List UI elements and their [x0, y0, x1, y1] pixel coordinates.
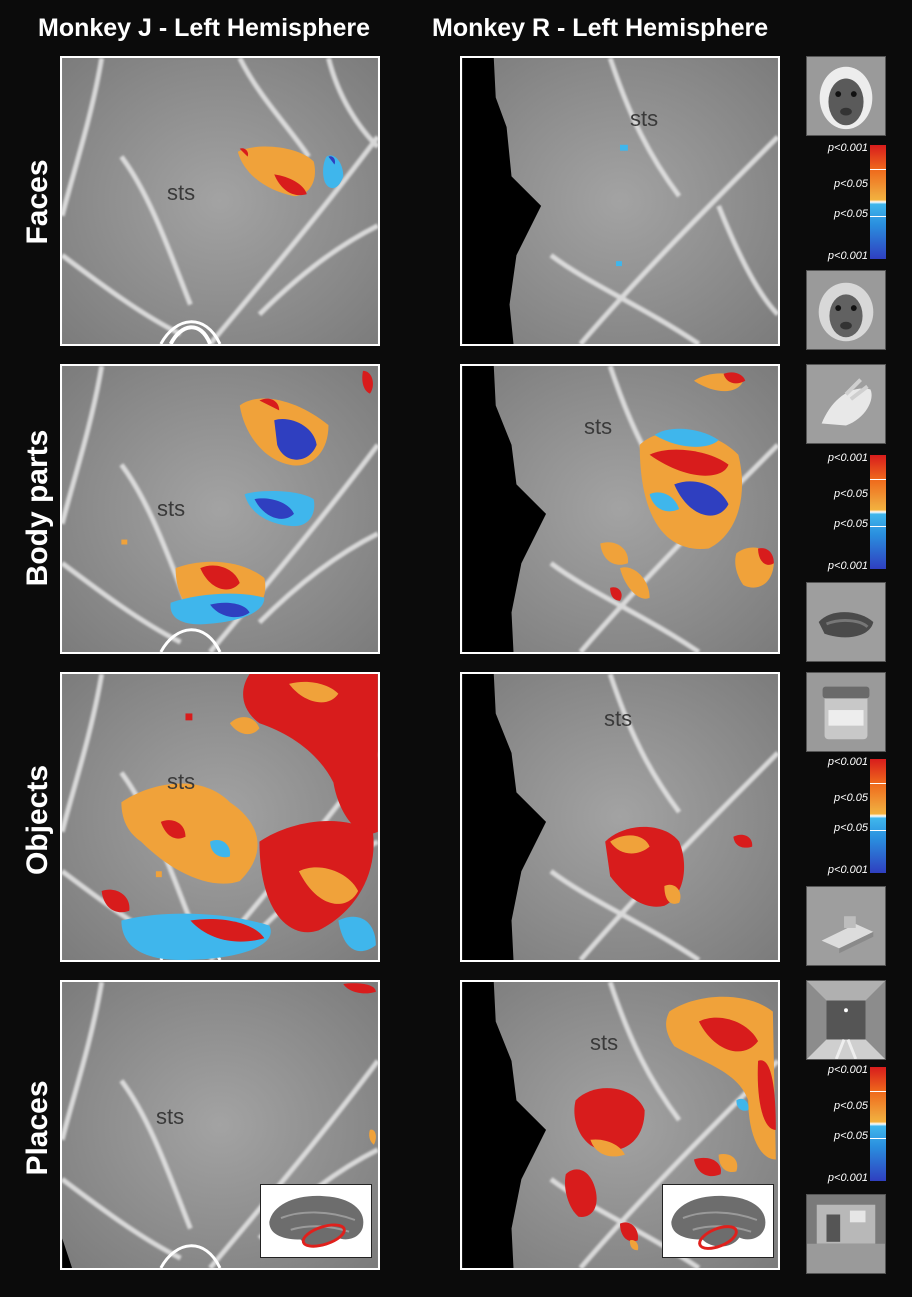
stimulus-objects-bottom [806, 886, 886, 966]
panel-faces-monkey-r: sts [460, 56, 780, 346]
sts-label: sts [156, 1104, 185, 1129]
colorbar-label-upper-mid: p<0.05 [834, 792, 868, 804]
colorbar-label-bottom: p<0.001 [827, 560, 868, 572]
panel-body-parts-monkey-j: sts [60, 364, 380, 654]
colorbar-body: p<0.001 p<0.05 p<0.05 p<0.001 [806, 452, 886, 572]
monkey-face-icon [807, 271, 885, 349]
row-label-places: Places [21, 1080, 54, 1176]
column-title-monkey-r: Monkey R - Left Hemisphere [432, 14, 769, 42]
stimulus-body-bottom [806, 582, 886, 662]
colorbar-label-upper-mid: p<0.05 [834, 488, 868, 500]
colorbar-label-bottom: p<0.001 [827, 864, 868, 876]
panel-faces-monkey-j: sts [60, 56, 380, 346]
colorbar-label-upper-mid: p<0.05 [834, 178, 868, 190]
monkey-face-icon [807, 57, 885, 135]
sts-label: sts [167, 180, 196, 205]
panel-body-parts-monkey-r: sts [460, 364, 780, 654]
colorbar-label-top: p<0.001 [827, 142, 868, 154]
panel-places-monkey-r: sts [460, 980, 780, 1270]
colorbar-places: p<0.001 p<0.05 p<0.05 p<0.001 [806, 1064, 886, 1184]
brain-map-body-r [462, 366, 778, 652]
panel-objects-monkey-r: sts [460, 672, 780, 962]
stimulus-places-bottom [806, 1194, 886, 1274]
sts-label: sts [630, 106, 659, 131]
colorbar-label-lower-mid: p<0.05 [834, 1130, 868, 1142]
colorbar-gradient [870, 1067, 886, 1181]
stimulus-faces-bottom [806, 270, 886, 350]
colorbar-label-lower-mid: p<0.05 [834, 208, 868, 220]
stimulus-places-top [806, 980, 886, 1060]
colorbar-label-lower-mid: p<0.05 [834, 822, 868, 834]
panel-objects-monkey-j: sts [60, 672, 380, 962]
brain-inset [662, 1184, 774, 1258]
brain-outline-icon [671, 1195, 766, 1250]
stimulus-body-top [806, 364, 886, 444]
brain-map-body-j [62, 366, 378, 652]
row-label-faces: Faces [21, 159, 54, 245]
sts-label: sts [157, 496, 186, 521]
colorbar-gradient [870, 759, 886, 873]
brain-inset [260, 1184, 372, 1258]
sts-label: sts [167, 769, 196, 794]
stimulus-objects-top [806, 672, 886, 752]
column-title-monkey-j: Monkey J - Left Hemisphere [38, 14, 371, 42]
monkey-hand-icon [807, 583, 885, 661]
colorbar-gradient [870, 455, 886, 569]
sts-label: sts [604, 706, 633, 731]
colorbar-gradient [870, 145, 886, 259]
colorbar-label-top: p<0.001 [827, 1064, 868, 1076]
colorbar-objects: p<0.001 p<0.05 p<0.05 p<0.001 [806, 756, 886, 876]
sts-label: sts [584, 414, 613, 439]
indoor-scene-icon [807, 1195, 885, 1273]
brain-outline-icon [269, 1195, 364, 1248]
colorbar-label-bottom: p<0.001 [827, 250, 868, 262]
jar-object-icon [807, 673, 885, 751]
sts-label: sts [590, 1030, 619, 1055]
colorbar-label-upper-mid: p<0.05 [834, 1100, 868, 1112]
stimulus-faces-top [806, 56, 886, 136]
brain-map-faces-j [62, 58, 378, 344]
colorbar-label-top: p<0.001 [827, 756, 868, 768]
brain-map-objects-r [462, 674, 778, 960]
colorbar-faces: p<0.001 p<0.05 p<0.05 p<0.001 [806, 142, 886, 262]
colorbar-label-bottom: p<0.001 [827, 1172, 868, 1184]
monkey-hand-icon [807, 365, 885, 443]
brain-map-objects-j [62, 674, 378, 960]
panel-places-monkey-j: sts [60, 980, 380, 1270]
colorbar-label-lower-mid: p<0.05 [834, 518, 868, 530]
brain-map-faces-r [462, 58, 778, 344]
device-object-icon [807, 887, 885, 965]
row-label-body-parts: Body parts [21, 429, 54, 587]
row-label-objects: Objects [21, 764, 54, 876]
colorbar-label-top: p<0.001 [827, 452, 868, 464]
room-scene-icon [807, 981, 885, 1059]
